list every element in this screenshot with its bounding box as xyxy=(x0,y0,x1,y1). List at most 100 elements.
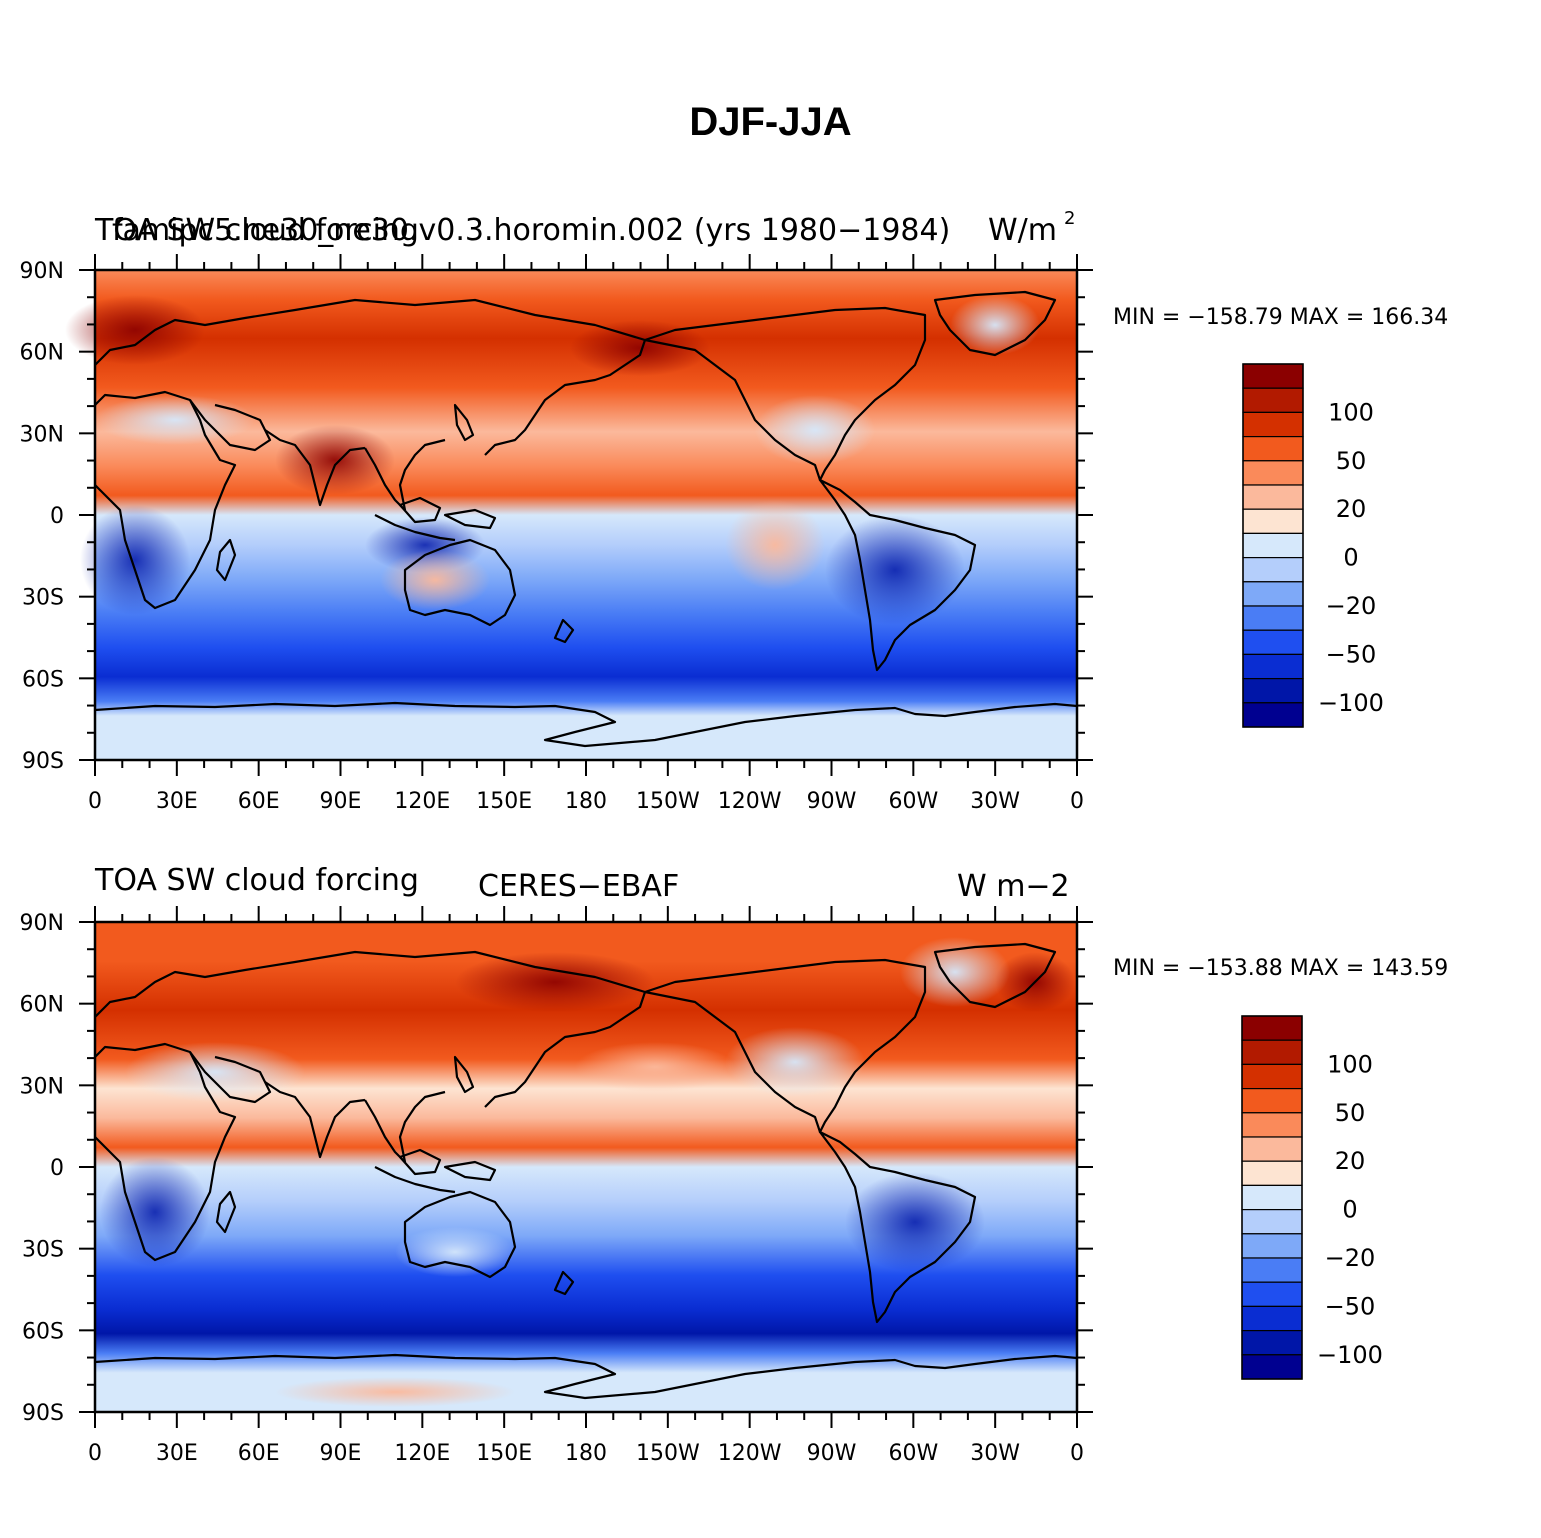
lon-tick-label: 150W xyxy=(636,1441,700,1466)
lon-labels: 0 30E 60E 90E 120E 150E 180 150W 120W 90W 60W 30W 0 xyxy=(88,789,1084,814)
colorbar-label: 100 xyxy=(1328,398,1374,426)
colorbar-label: −100 xyxy=(1317,1341,1383,1369)
colorbar-swatch xyxy=(1241,1112,1303,1138)
lon-tick-label: 90E xyxy=(320,1441,362,1466)
panel-units: W m−2 xyxy=(957,869,1070,904)
colorbar-swatch xyxy=(1242,411,1304,438)
colorbar-swatch xyxy=(1241,1305,1303,1332)
colorbar-swatch xyxy=(1242,387,1304,414)
colorbar-swatch xyxy=(1241,1039,1303,1065)
lon-tick-label: 30W xyxy=(970,1441,1020,1466)
lat-tick-label: 30S xyxy=(22,586,64,611)
colorbar-label: −20 xyxy=(1326,592,1377,620)
colorbar-label: −50 xyxy=(1325,1292,1376,1320)
min-max-readout: MIN = −153.88 MAX = 143.59 xyxy=(1113,956,1448,981)
axis-ticks xyxy=(79,906,1093,1428)
lat-tick-label: 60N xyxy=(20,993,64,1018)
colorbar-swatch xyxy=(1242,436,1304,462)
colorbar-label: −100 xyxy=(1318,689,1384,717)
lat-tick-label: 90S xyxy=(22,749,64,774)
lon-tick-label: 60E xyxy=(238,789,280,814)
colorbar-label: 20 xyxy=(1336,495,1367,523)
colorbar-swatch xyxy=(1242,653,1304,680)
colorbar-swatch xyxy=(1242,702,1304,728)
colorbar-swatch xyxy=(1242,581,1304,607)
panel-left-title: TOA SW cloud forcing xyxy=(94,863,419,898)
lon-tick-label: 150E xyxy=(476,1441,532,1466)
panel-model: 90N 60N 30N 0 30S 60S 90S 0 30E 60E 90E 120E 150E 18… xyxy=(20,208,1449,814)
colorbar-swatch xyxy=(1242,508,1304,535)
lon-tick-label: 0 xyxy=(88,789,102,814)
lon-tick-label: 60E xyxy=(238,1441,280,1466)
colorbar-swatch xyxy=(1242,363,1304,389)
colorbar-swatch xyxy=(1241,1136,1303,1162)
colorbar-swatch xyxy=(1241,1233,1303,1259)
panel-observation: 90N 60N 30N 0 30S 60S 90S 0 30E 60E 90E 120E 150E 18… xyxy=(20,863,1449,1466)
panel-left-title: TOA SW cloud forcing xyxy=(94,213,419,248)
lon-tick-label: 120E xyxy=(394,1441,450,1466)
lat-tick-label: 30N xyxy=(20,422,64,447)
lon-tick-label: 0 xyxy=(1070,1441,1084,1466)
colorbar-swatch xyxy=(1241,1329,1303,1356)
colorbar-swatch xyxy=(1241,1208,1303,1235)
colorbar-swatch xyxy=(1242,556,1304,583)
min-max-readout: MIN = −158.79 MAX = 166.34 xyxy=(1113,305,1448,330)
lon-tick-label: 30E xyxy=(156,789,198,814)
panel-units: W/m xyxy=(988,213,1057,248)
panel-units-superscript: 2 xyxy=(1064,208,1075,229)
colorbar-swatch xyxy=(1241,1281,1303,1307)
lat-tick-label: 0 xyxy=(50,504,64,529)
lat-tick-label: 90N xyxy=(20,259,64,284)
colorbar-label: 20 xyxy=(1335,1147,1366,1175)
colorbar-label: 100 xyxy=(1327,1050,1373,1078)
lat-tick-label: 60S xyxy=(22,667,64,692)
main-title: DJF-JJA xyxy=(689,100,852,144)
lat-labels: 90N 60N 30N 0 30S 60S 90S xyxy=(20,911,64,1426)
colorbar-label: 0 xyxy=(1342,1196,1357,1224)
lon-tick-label: 0 xyxy=(1070,789,1084,814)
lat-tick-label: 0 xyxy=(50,1156,64,1181)
colorbar-swatch xyxy=(1242,629,1304,656)
lon-tick-label: 120W xyxy=(718,1441,782,1466)
panel-center-title: famipc5.ne30_ne30.v0.3.horomin.002 (yrs … xyxy=(112,213,950,248)
lat-tick-label: 60S xyxy=(22,1319,64,1344)
lon-tick-label: 150W xyxy=(636,789,700,814)
lat-tick-label: 90N xyxy=(20,911,64,936)
colorbar-swatch xyxy=(1242,460,1304,486)
colorbar-swatch xyxy=(1242,484,1304,510)
lon-tick-label: 120E xyxy=(394,789,450,814)
lon-tick-label: 180 xyxy=(565,1441,607,1466)
colorbar-swatch xyxy=(1242,677,1304,704)
colorbar: 100 50 20 0 −20 −50 −100 xyxy=(1242,363,1384,728)
colorbar-label: 0 xyxy=(1343,544,1358,572)
colorbar-swatch xyxy=(1241,1087,1303,1114)
lon-tick-label: 30E xyxy=(156,1441,198,1466)
colorbar-label: −50 xyxy=(1326,640,1377,668)
lon-tick-label: 150E xyxy=(476,789,532,814)
colorbar-label: −20 xyxy=(1325,1244,1376,1272)
colorbar-label: 50 xyxy=(1335,1099,1366,1127)
colorbar-label: 50 xyxy=(1336,447,1367,475)
lat-tick-label: 60N xyxy=(20,341,64,366)
axis-ticks xyxy=(79,254,1093,776)
colorbar-swatch xyxy=(1242,532,1304,559)
lon-tick-label: 120W xyxy=(718,789,782,814)
colorbar-swatch xyxy=(1241,1063,1303,1090)
lon-tick-label: 60W xyxy=(888,789,938,814)
lat-tick-label: 30N xyxy=(20,1074,64,1099)
colorbar-swatch xyxy=(1241,1257,1303,1283)
colorbar-swatch xyxy=(1241,1160,1303,1186)
colorbar: 100 50 20 0 −20 −50 −100 xyxy=(1241,1015,1383,1380)
lon-tick-label: 0 xyxy=(88,1441,102,1466)
lat-labels: 90N 60N 30N 0 30S 60S 90S xyxy=(20,259,64,774)
lon-tick-label: 90E xyxy=(320,789,362,814)
colorbar-swatch xyxy=(1241,1354,1303,1380)
lon-tick-label: 90W xyxy=(807,789,857,814)
lon-tick-label: 60W xyxy=(888,1441,938,1466)
lat-tick-label: 90S xyxy=(22,1401,64,1426)
lon-tick-label: 90W xyxy=(807,1441,857,1466)
lon-labels: 0 30E 60E 90E 120E 150E 180 150W 120W 90W 60W 30W 0 xyxy=(88,1441,1084,1466)
lon-tick-label: 30W xyxy=(970,789,1020,814)
panel-center-title: CERES−EBAF xyxy=(478,869,679,904)
